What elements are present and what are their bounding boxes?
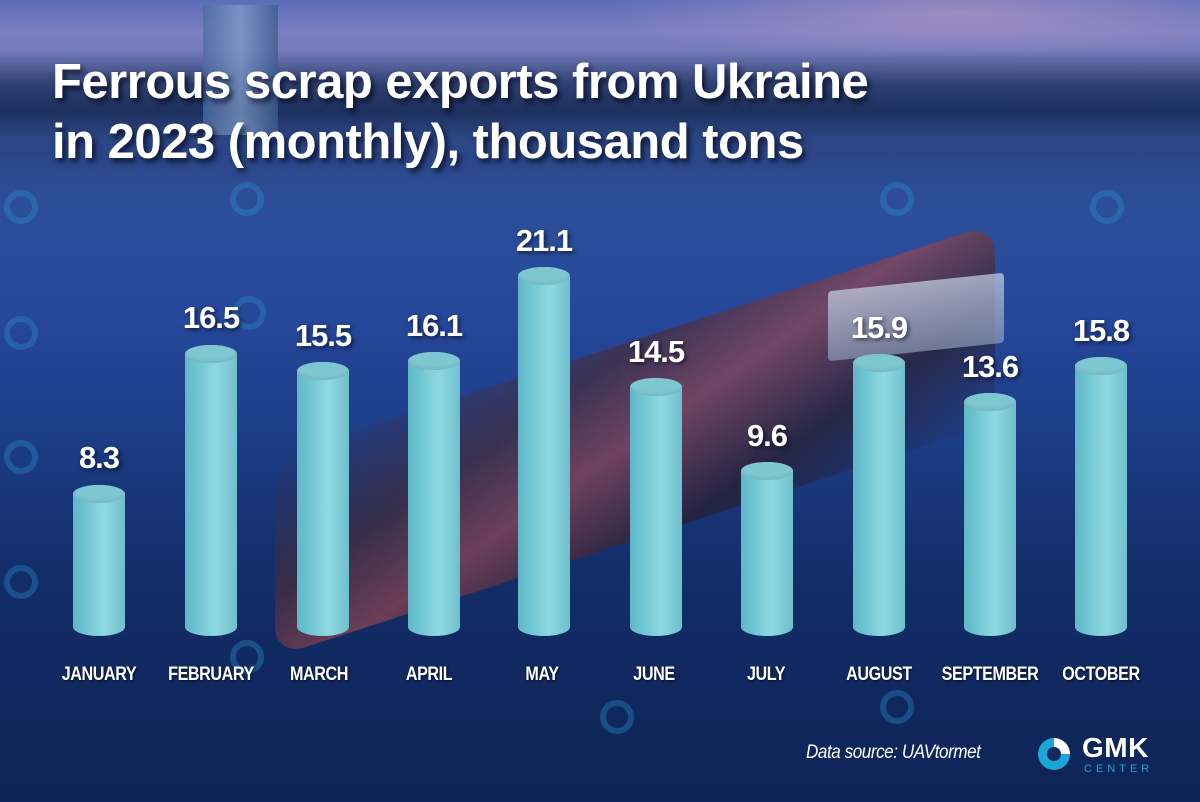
chart-title-line-1: Ferrous scrap exports from Ukraine xyxy=(52,55,869,109)
tower-building xyxy=(203,5,278,135)
watermark-logo-icon xyxy=(4,316,38,350)
logo-name: GMK xyxy=(1082,732,1149,763)
value-label-may: 21.1 xyxy=(515,223,573,258)
chart-title: Ferrous scrap exports from Ukraine in 20… xyxy=(52,52,869,172)
bar-september xyxy=(964,393,1016,636)
gmk-ring-logo-icon xyxy=(1038,738,1070,770)
bar-april xyxy=(408,352,460,636)
value-label-january: 8.3 xyxy=(78,440,120,475)
x-tick-march: MARCH xyxy=(290,664,348,685)
watermark-logo-icon xyxy=(230,182,264,216)
value-label-august: 15.9 xyxy=(850,310,908,345)
x-tick-april: APRIL xyxy=(405,664,453,685)
bar-may xyxy=(518,267,570,636)
logo-subtitle: CENTER xyxy=(1084,763,1154,775)
bar-march xyxy=(297,362,349,636)
value-label-july: 9.6 xyxy=(746,418,788,453)
bar-february xyxy=(185,345,237,636)
bar-june xyxy=(630,378,682,636)
watermark-logo-icon xyxy=(4,440,38,474)
x-tick-june: JUNE xyxy=(633,664,675,685)
x-tick-october: OCTOBER xyxy=(1062,664,1140,685)
watermark-logo-icon xyxy=(880,690,914,724)
value-label-june: 14.5 xyxy=(627,334,685,369)
x-tick-july: JULY xyxy=(746,664,786,685)
watermark-logo-icon xyxy=(230,640,264,674)
value-label-september: 13.6 xyxy=(961,349,1019,384)
value-label-march: 15.5 xyxy=(294,318,352,353)
value-label-october: 15.8 xyxy=(1072,313,1130,348)
bar-october xyxy=(1075,357,1127,636)
x-tick-january: JANUARY xyxy=(61,664,137,685)
watermark-logo-icon xyxy=(600,700,634,734)
city-skyline xyxy=(0,50,1200,140)
chart-title-line-2: in 2023 (monthly), thousand tons xyxy=(52,115,804,169)
gmk-center-logo: GMK CENTER xyxy=(1038,733,1168,777)
x-tick-may: MAY xyxy=(525,664,559,685)
x-tick-september: SEPTEMBER xyxy=(941,664,1039,685)
bar-january xyxy=(73,485,125,636)
value-label-february: 16.5 xyxy=(182,300,240,335)
data-source-note: Data source: UAVtormet xyxy=(806,742,981,763)
x-tick-february: FEBRUARY xyxy=(168,664,254,685)
bar-august xyxy=(853,354,905,636)
bar-july xyxy=(741,462,793,636)
watermark-logo-icon xyxy=(232,296,266,330)
watermark-logo-icon xyxy=(4,565,38,599)
value-label-april: 16.1 xyxy=(405,308,463,343)
watermark-logo-icon xyxy=(4,190,38,224)
watermark-logo-icon xyxy=(880,182,914,216)
watermark-logo-icon xyxy=(1090,190,1124,224)
x-tick-august: AUGUST xyxy=(846,664,912,685)
